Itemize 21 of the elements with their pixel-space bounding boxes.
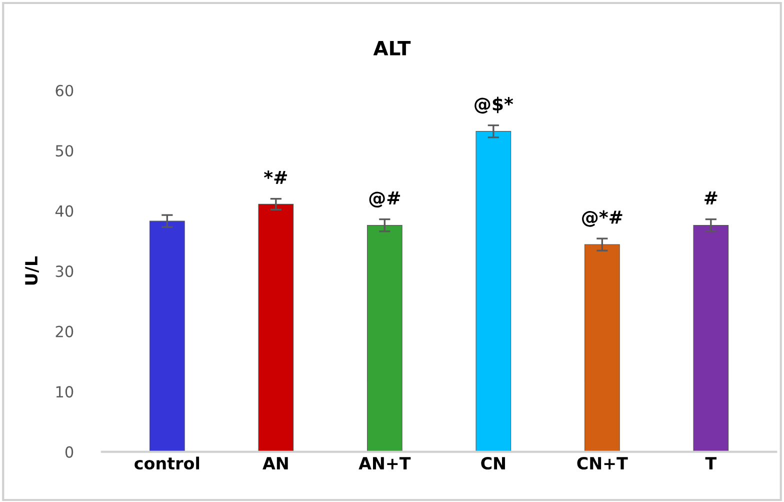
annotation: *# [264, 170, 287, 184]
annotation: @*# [582, 210, 622, 227]
y-tick-label: 10 [56, 386, 74, 398]
y-axis-title: U/L [25, 256, 39, 285]
x-tick-label: CN [481, 456, 505, 470]
x-tick-label: AN [262, 457, 288, 470]
y-tick-label: 40 [55, 205, 74, 217]
x-tick-label: control [134, 456, 200, 470]
annotation: @$* [474, 96, 514, 114]
bar [258, 204, 294, 452]
x-tick-label: AN+T [358, 457, 411, 470]
y-tick-label: 50 [56, 145, 74, 157]
annotation: # [704, 191, 718, 204]
y-tick-label: 20 [56, 326, 74, 338]
x-tick-label: CN+T [577, 456, 628, 470]
chart-title: ALT [373, 41, 411, 56]
y-tick-label: 0 [65, 446, 74, 458]
y-tick-label: 30 [56, 266, 74, 278]
annotation: @# [369, 191, 400, 208]
y-tick-label: 60 [56, 84, 74, 96]
x-tick-label: T [705, 457, 717, 470]
